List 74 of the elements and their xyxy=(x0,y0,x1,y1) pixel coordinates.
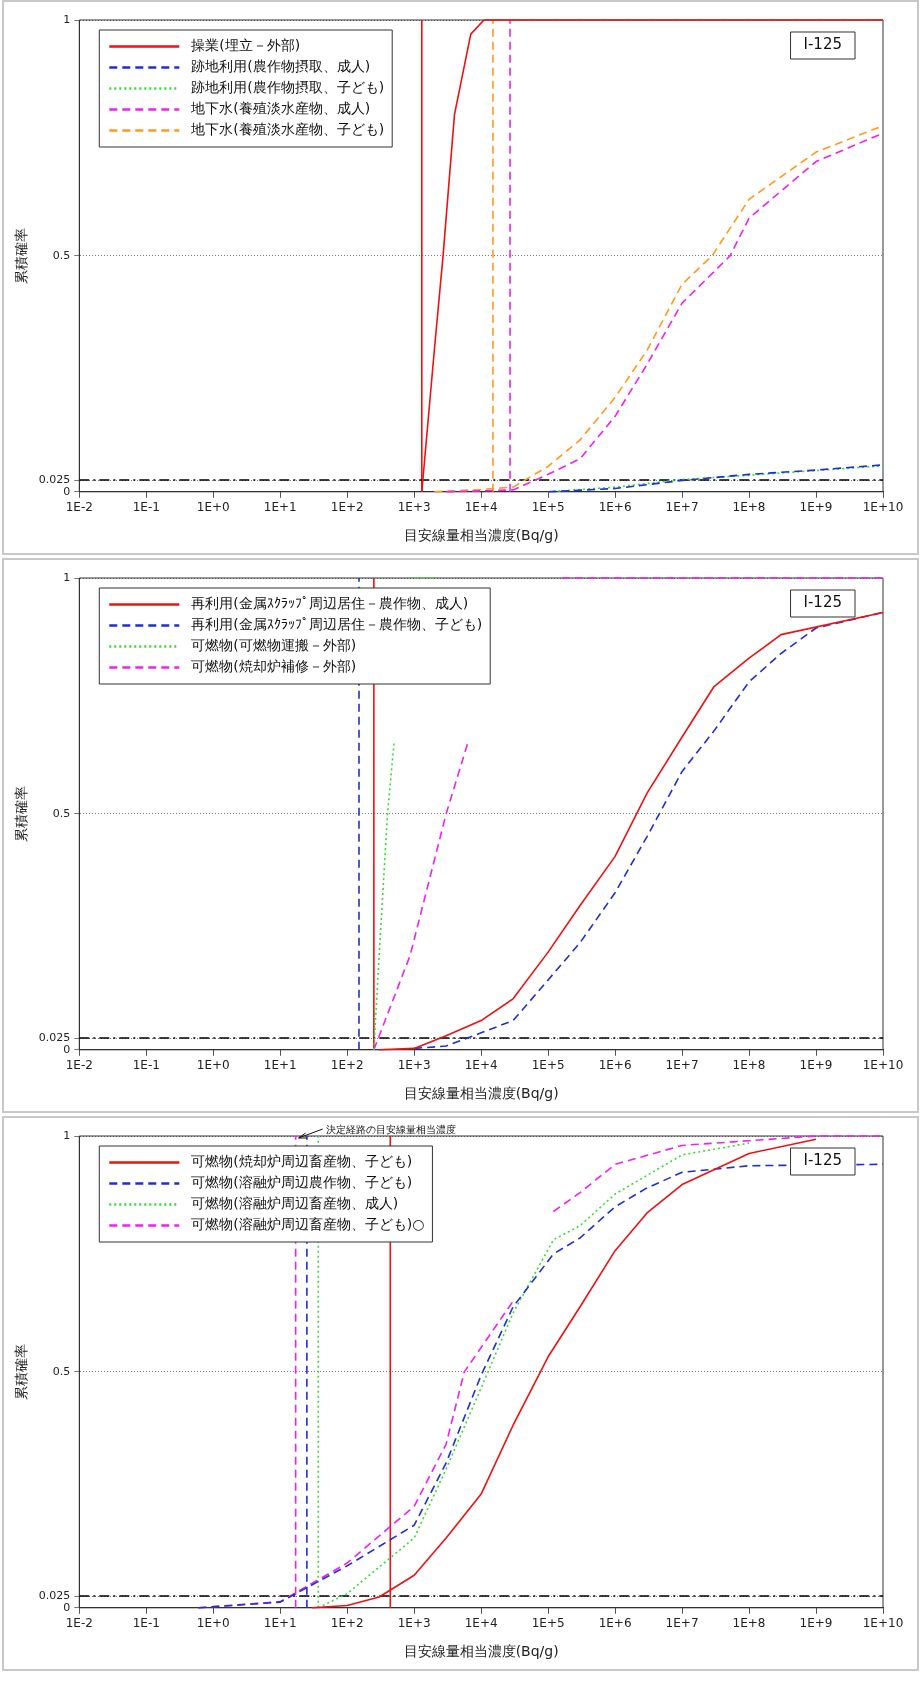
x-tick-label: 1E+10 xyxy=(862,500,904,515)
y-tick-label: 0 xyxy=(63,1600,71,1614)
x-tick-label: 1E+5 xyxy=(531,1058,565,1073)
y-axis-title: 累積確率 xyxy=(13,227,30,284)
x-axis-title: 目安線量相当濃度(Bq/g) xyxy=(403,1085,559,1102)
legend-label: 再利用(金属ｽｸﾗｯﾌﾟ周辺居住－農作物、成人) xyxy=(191,595,469,612)
x-tick-label: 1E+5 xyxy=(531,500,565,515)
x-tick-label: 1E+0 xyxy=(196,500,230,515)
annotation: I-125 xyxy=(803,1151,842,1170)
x-tick-label: 1E-1 xyxy=(132,500,160,515)
x-tick-label: 1E+3 xyxy=(397,500,431,515)
y-tick-label: 0 xyxy=(63,484,71,498)
legend-label: 地下水(養殖淡水産物、子ども) xyxy=(190,121,385,138)
legend-label: 再利用(金属ｽｸﾗｯﾌﾟ周辺居住－農作物、子ども) xyxy=(191,616,483,633)
x-tick-label: 1E+8 xyxy=(732,1058,766,1073)
x-tick-label: 1E+1 xyxy=(263,1616,297,1631)
legend-label: 操業(埋立－外部) xyxy=(191,37,301,54)
legend-label: 可燃物(溶融炉周辺畜産物、成人) xyxy=(191,1195,399,1212)
x-axis-title: 目安線量相当濃度(Bq/g) xyxy=(403,527,559,544)
x-tick-label: 1E+2 xyxy=(330,1616,364,1631)
y-tick-label: 0.5 xyxy=(52,806,71,820)
x-tick-label: 1E+6 xyxy=(598,1616,632,1631)
x-tick-label: 1E-1 xyxy=(132,1058,160,1073)
x-tick-label: 1E+2 xyxy=(330,1058,364,1073)
x-tick-label: 1E+4 xyxy=(464,1616,498,1631)
x-tick-label: 1E+7 xyxy=(665,1616,699,1631)
x-tick-label: 1E+1 xyxy=(263,500,297,515)
x-tick-label: 1E+5 xyxy=(531,1616,565,1631)
y-axis-title: 累積確率 xyxy=(13,785,30,842)
y-tick-label: 0.025 xyxy=(38,1588,71,1602)
y-tick-label: 1 xyxy=(63,570,71,584)
x-tick-label: 1E+9 xyxy=(799,500,833,515)
legend-label: 可燃物(溶融炉周辺畜産物、子ども)○ xyxy=(191,1216,425,1233)
x-tick-label: 1E+9 xyxy=(799,1058,833,1073)
legend-label: 可燃物(焼却炉補修－外部) xyxy=(191,658,357,675)
y-tick-label: 0.5 xyxy=(52,248,71,262)
annotation: I-125 xyxy=(803,35,842,54)
x-tick-label: 1E+3 xyxy=(397,1616,431,1631)
annotation: I-125 xyxy=(803,593,842,612)
annotation: 決定経路の目安線量相当濃度 xyxy=(325,1123,456,1135)
x-tick-label: 1E+7 xyxy=(665,500,699,515)
y-tick-label: 0 xyxy=(63,1042,71,1056)
x-tick-label: 1E+2 xyxy=(330,500,364,515)
x-tick-label: 1E+4 xyxy=(464,1058,498,1073)
x-tick-label: 1E-2 xyxy=(65,1616,93,1631)
x-tick-label: 1E+1 xyxy=(263,1058,297,1073)
x-tick-label: 1E+0 xyxy=(196,1058,230,1073)
x-tick-label: 1E+8 xyxy=(732,1616,766,1631)
x-axis-title: 目安線量相当濃度(Bq/g) xyxy=(403,1643,559,1660)
legend-label: 可燃物(焼却炉周辺畜産物、子ども) xyxy=(191,1153,413,1170)
x-tick-label: 1E+10 xyxy=(862,1058,904,1073)
x-tick-label: 1E+6 xyxy=(598,500,632,515)
x-tick-label: 1E+9 xyxy=(799,1616,833,1631)
x-tick-label: 1E+7 xyxy=(665,1058,699,1073)
x-tick-label: 1E-2 xyxy=(65,500,93,515)
x-tick-label: 1E+8 xyxy=(732,500,766,515)
legend-label: 地下水(養殖淡水産物、成人) xyxy=(190,100,371,117)
x-tick-label: 1E+3 xyxy=(397,1058,431,1073)
legend-label: 跡地利用(農作物摂取、成人) xyxy=(191,58,371,75)
legend-label: 可燃物(可燃物運搬－外部) xyxy=(191,637,357,654)
x-tick-label: 1E+6 xyxy=(598,1058,632,1073)
x-tick-label: 1E-1 xyxy=(132,1616,160,1631)
y-tick-label: 1 xyxy=(63,1128,71,1142)
x-tick-label: 1E+10 xyxy=(862,1616,904,1631)
y-axis-title: 累積確率 xyxy=(13,1343,30,1400)
legend-label: 可燃物(溶融炉周辺農作物、子ども) xyxy=(191,1174,413,1191)
y-tick-label: 0.5 xyxy=(52,1364,71,1378)
legend-label: 跡地利用(農作物摂取、子ども) xyxy=(191,79,385,96)
y-tick-label: 0.025 xyxy=(38,1030,71,1044)
x-tick-label: 1E+0 xyxy=(196,1616,230,1631)
y-tick-label: 1 xyxy=(63,12,71,26)
x-tick-label: 1E+4 xyxy=(464,500,498,515)
x-tick-label: 1E-2 xyxy=(65,1058,93,1073)
y-tick-label: 0.025 xyxy=(38,472,71,486)
